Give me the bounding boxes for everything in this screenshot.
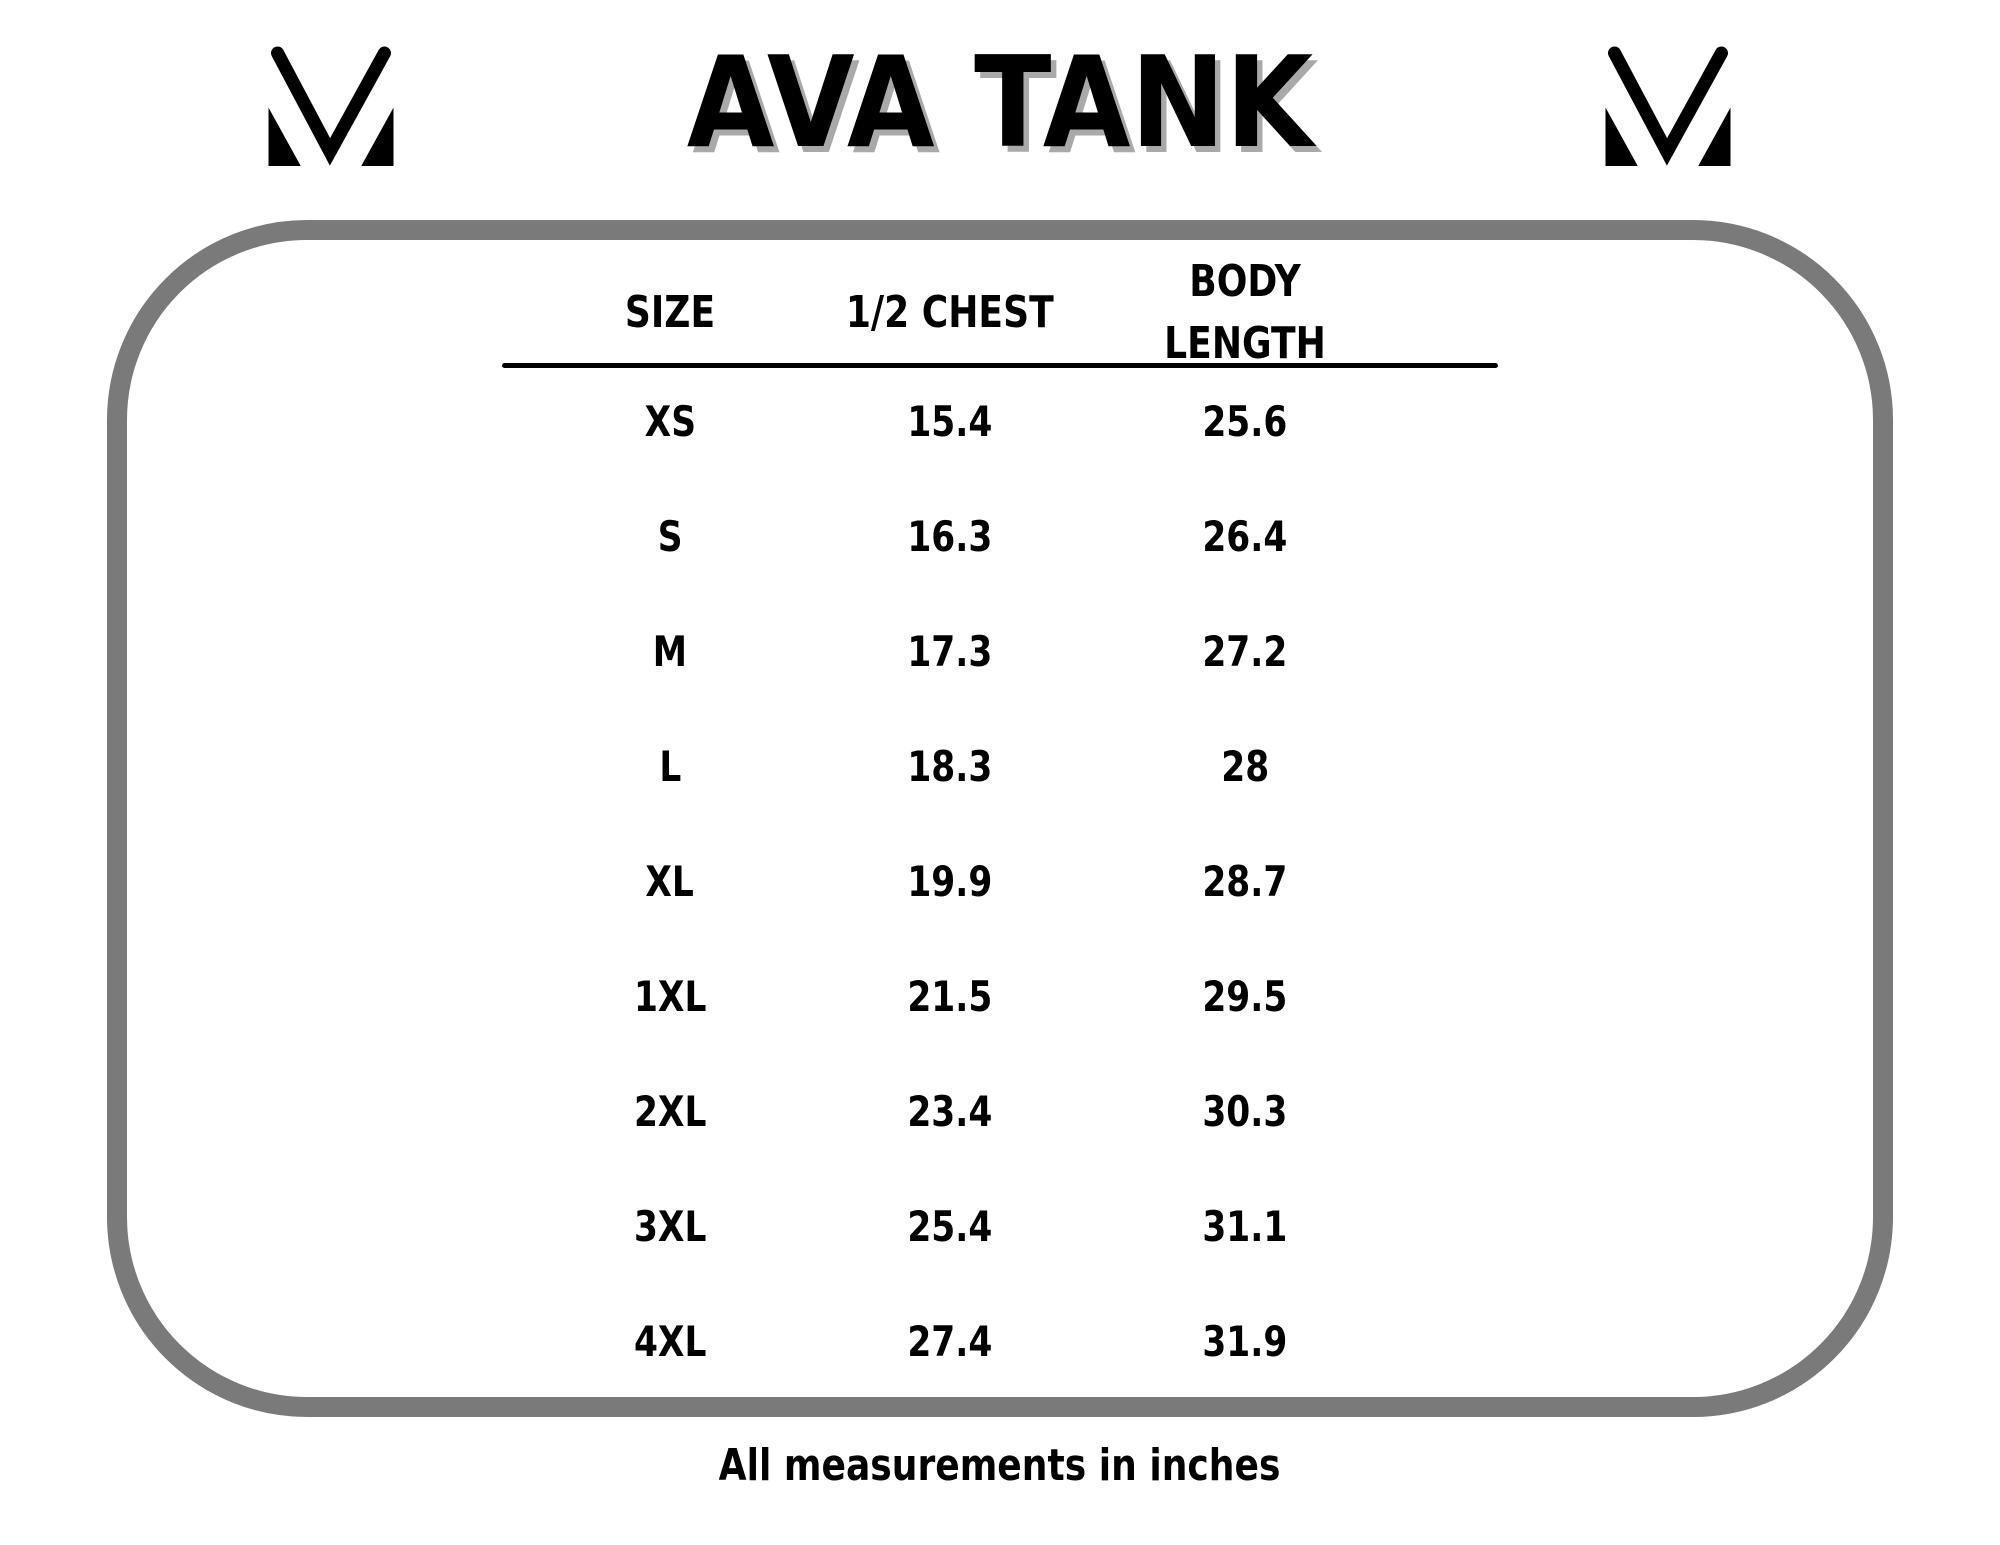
- body-length-cell: 30.3: [1120, 1054, 1370, 1169]
- m-monogram-icon: [268, 46, 394, 166]
- size-cell: XS: [540, 364, 800, 479]
- column-header-body-length-label: BODY LENGTH: [1164, 256, 1326, 369]
- column-header-half-chest-label: 1/2 CHEST: [846, 287, 1054, 339]
- body-length-cell-value: 26.4: [1202, 512, 1288, 561]
- page-title: AVA TANK: [0, 40, 2000, 166]
- half-chest-cell: 23.4: [820, 1054, 1080, 1169]
- size-cell: 2XL: [540, 1054, 800, 1169]
- body-length-cell-value: 28: [1221, 742, 1269, 791]
- size-cell: 3XL: [540, 1169, 800, 1284]
- body-length-cell: 25.6: [1120, 364, 1370, 479]
- size-cell: 4XL: [540, 1284, 800, 1399]
- size-cell-value: L: [659, 742, 681, 791]
- table-row: L 18.3 28: [0, 709, 2000, 824]
- table-row: XL 19.9 28.7: [0, 824, 2000, 939]
- brand-logo-right: [1603, 45, 1733, 168]
- brand-logo-left: [266, 45, 396, 168]
- half-chest-cell-value: 17.3: [907, 627, 993, 676]
- body-length-cell: 31.1: [1120, 1169, 1370, 1284]
- half-chest-cell: 18.3: [820, 709, 1080, 824]
- table-row: 4XL 27.4 31.9: [0, 1284, 2000, 1399]
- table-row: 2XL 23.4 30.3: [0, 1054, 2000, 1169]
- half-chest-cell: 27.4: [820, 1284, 1080, 1399]
- half-chest-cell-value: 15.4: [907, 397, 993, 446]
- m-monogram-icon: [1605, 46, 1731, 166]
- half-chest-cell: 25.4: [820, 1169, 1080, 1284]
- half-chest-cell-value: 16.3: [907, 512, 993, 561]
- measurements-note-text: All measurements in inches: [719, 1439, 1281, 1491]
- table-row: 3XL 25.4 31.1: [0, 1169, 2000, 1284]
- body-length-cell: 28: [1120, 709, 1370, 824]
- column-header-half-chest: 1/2 CHEST: [820, 256, 1080, 370]
- half-chest-cell-value: 25.4: [907, 1202, 993, 1251]
- header-divider-line: [502, 363, 1498, 368]
- half-chest-cell: 15.4: [820, 364, 1080, 479]
- body-length-cell: 31.9: [1120, 1284, 1370, 1399]
- size-cell-value: M: [652, 627, 688, 676]
- size-cell-value: 1XL: [633, 972, 707, 1021]
- half-chest-cell-value: 23.4: [907, 1087, 993, 1136]
- half-chest-cell: 21.5: [820, 939, 1080, 1054]
- half-chest-cell-value: 21.5: [907, 972, 993, 1021]
- size-cell-value: XL: [645, 857, 695, 906]
- body-length-cell-value: 31.1: [1202, 1202, 1288, 1251]
- body-length-cell-value: 25.6: [1202, 397, 1288, 446]
- body-length-cell-value: 30.3: [1202, 1087, 1288, 1136]
- size-cell: XL: [540, 824, 800, 939]
- half-chest-cell-value: 18.3: [907, 742, 993, 791]
- size-cell: S: [540, 479, 800, 594]
- column-header-body-length: BODY LENGTH: [1120, 256, 1370, 370]
- half-chest-cell-value: 27.4: [907, 1317, 993, 1366]
- table-row: XS 15.4 25.6: [0, 364, 2000, 479]
- size-cell: M: [540, 594, 800, 709]
- table-body: XS 15.4 25.6 S 16.3 26.4 M 17.3 27.2 L 18.3 28 XL 19.…: [0, 364, 2000, 1399]
- column-header-size: SIZE: [540, 256, 800, 370]
- body-length-cell-value: 27.2: [1202, 627, 1288, 676]
- page-title-text: AVA TANK: [686, 29, 1314, 176]
- size-chart-frame: [107, 220, 1893, 1417]
- table-row: M 17.3 27.2: [0, 594, 2000, 709]
- size-cell-value: XS: [644, 397, 696, 446]
- half-chest-cell: 19.9: [820, 824, 1080, 939]
- body-length-cell: 28.7: [1120, 824, 1370, 939]
- body-length-cell-value: 28.7: [1202, 857, 1288, 906]
- size-cell: 1XL: [540, 939, 800, 1054]
- measurements-note: All measurements in inches: [0, 1437, 2000, 1493]
- body-length-cell-value: 29.5: [1202, 972, 1288, 1021]
- half-chest-cell: 17.3: [820, 594, 1080, 709]
- table-row: S 16.3 26.4: [0, 479, 2000, 594]
- half-chest-cell: 16.3: [820, 479, 1080, 594]
- size-cell-value: 4XL: [633, 1317, 707, 1366]
- body-length-cell-value: 31.9: [1202, 1317, 1288, 1366]
- body-length-cell: 29.5: [1120, 939, 1370, 1054]
- half-chest-cell-value: 19.9: [907, 857, 993, 906]
- body-length-cell: 27.2: [1120, 594, 1370, 709]
- size-cell-value: 3XL: [633, 1202, 707, 1251]
- size-cell-value: 2XL: [633, 1087, 707, 1136]
- column-header-size-label: SIZE: [624, 287, 716, 339]
- size-cell: L: [540, 709, 800, 824]
- size-cell-value: S: [657, 512, 683, 561]
- table-row: 1XL 21.5 29.5: [0, 939, 2000, 1054]
- body-length-cell: 26.4: [1120, 479, 1370, 594]
